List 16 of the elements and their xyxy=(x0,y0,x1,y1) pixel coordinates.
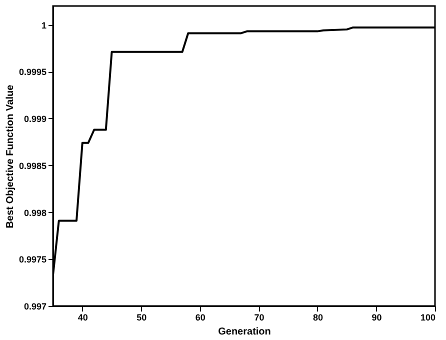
y-tick-label: 0.999 xyxy=(24,114,46,124)
x-tick-label: 70 xyxy=(254,312,264,322)
x-tick-label: 40 xyxy=(78,312,88,322)
x-tick-label: 50 xyxy=(136,312,147,322)
y-tick-label: 1 xyxy=(41,20,46,30)
y-tick-label: 0.9975 xyxy=(18,254,46,265)
x-tick-label: 100 xyxy=(420,312,436,322)
y-tick-label: 0.9985 xyxy=(18,160,46,171)
y-tick-label: 0.997 xyxy=(24,302,46,312)
y-tick-label: 0.998 xyxy=(24,208,46,218)
x-axis-title: Generation xyxy=(218,326,271,338)
x-tick-label: 60 xyxy=(195,312,206,322)
y-axis-title: Best Objective Function Value xyxy=(4,84,16,228)
x-tick-label: 90 xyxy=(372,312,382,322)
y-tick-label: 0.9995 xyxy=(18,67,46,78)
x-tick-label: 80 xyxy=(312,312,323,322)
